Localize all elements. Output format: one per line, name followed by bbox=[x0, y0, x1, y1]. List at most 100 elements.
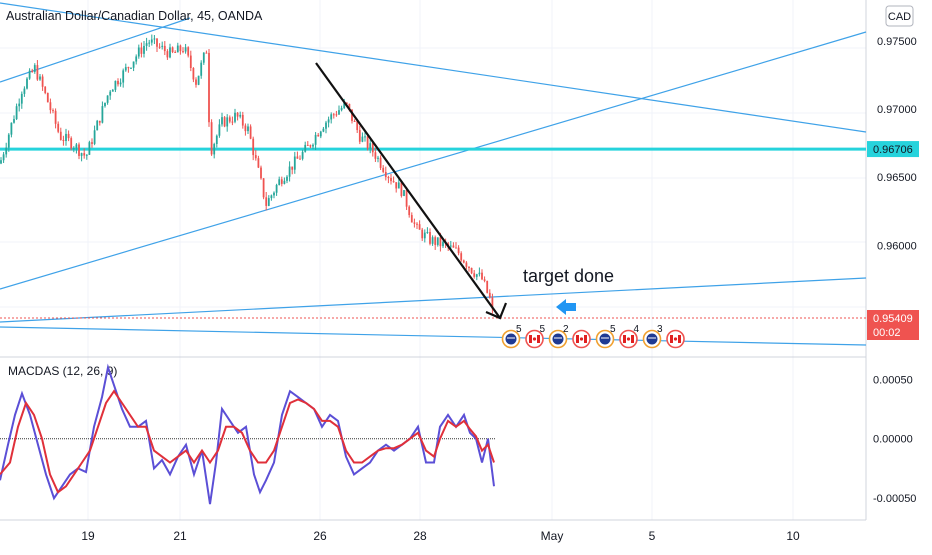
candle-body bbox=[62, 139, 65, 142]
candle-body bbox=[31, 70, 34, 72]
candle-body bbox=[413, 222, 416, 224]
event-count: 4 bbox=[634, 324, 640, 335]
trendline-lower-support[interactable] bbox=[0, 277, 867, 323]
candle-body bbox=[249, 126, 252, 139]
candle-body bbox=[28, 70, 31, 79]
candle-body bbox=[397, 182, 400, 189]
candle-body bbox=[429, 232, 431, 244]
candle-body bbox=[254, 155, 257, 159]
candles-series bbox=[0, 34, 494, 314]
price-tick-label: 0.96000 bbox=[877, 240, 917, 252]
bar-countdown: 00:02 bbox=[873, 327, 901, 339]
candle-body bbox=[46, 92, 49, 103]
candle-body bbox=[187, 47, 190, 56]
candle-body bbox=[96, 120, 99, 131]
event-ca-icon[interactable] bbox=[572, 329, 591, 349]
candle-body bbox=[275, 184, 278, 193]
arrow-head[interactable] bbox=[485, 302, 508, 320]
candle-body bbox=[44, 86, 47, 93]
macd-axis[interactable]: 0.00050 0.00000 -0.00050 bbox=[873, 374, 916, 505]
arrow-shaft[interactable] bbox=[315, 62, 501, 319]
candle-body bbox=[260, 167, 262, 179]
candle-body bbox=[478, 272, 481, 275]
candle-body bbox=[296, 156, 299, 159]
event-au-icon[interactable]: 3 bbox=[642, 324, 664, 349]
current-price-value: 0.95409 bbox=[873, 313, 913, 325]
event-au-icon[interactable]: 5 bbox=[595, 324, 617, 349]
candle-body bbox=[379, 157, 382, 168]
candle-body bbox=[301, 151, 304, 159]
candle-body bbox=[270, 195, 273, 199]
candle-body bbox=[247, 126, 249, 132]
candle-body bbox=[70, 138, 73, 149]
candle-body bbox=[468, 266, 470, 268]
candle-body bbox=[210, 122, 213, 155]
candle-body bbox=[23, 88, 26, 94]
left-arrow-icon[interactable] bbox=[556, 299, 576, 315]
candle-body bbox=[390, 177, 392, 182]
candle-body bbox=[273, 192, 275, 196]
candle-body bbox=[39, 76, 41, 80]
event-au-icon[interactable]: 2 bbox=[548, 324, 570, 349]
candle-body bbox=[169, 47, 171, 58]
candle-body bbox=[325, 122, 327, 129]
candle-body bbox=[400, 182, 403, 196]
candle-body bbox=[223, 117, 226, 127]
macd-legend-label[interactable]: MACDAS (12, 26, 9) bbox=[8, 364, 117, 378]
candle-body bbox=[205, 52, 208, 54]
candle-body bbox=[117, 80, 119, 85]
time-axis[interactable]: 19 21 26 28 May 5 10 bbox=[81, 529, 800, 543]
horizontal-level-label: 0.96706 bbox=[867, 141, 919, 158]
event-count: 5 bbox=[610, 324, 616, 335]
trendline-long-up[interactable] bbox=[0, 31, 867, 290]
trendline-bottom[interactable] bbox=[0, 326, 867, 346]
candle-body bbox=[312, 144, 314, 147]
candle-body bbox=[348, 103, 351, 110]
candle-body bbox=[241, 114, 244, 126]
trendline-drawings[interactable] bbox=[0, 2, 867, 346]
candle-body bbox=[327, 119, 330, 123]
candle-body bbox=[0, 160, 2, 164]
event-ca-icon[interactable]: 4 bbox=[619, 324, 640, 349]
candle-body bbox=[335, 114, 338, 116]
candle-body bbox=[75, 144, 78, 149]
candle-body bbox=[179, 45, 182, 52]
candle-body bbox=[231, 121, 234, 123]
candle-body bbox=[57, 123, 60, 132]
candle-body bbox=[163, 45, 166, 52]
candle-body bbox=[431, 237, 434, 244]
currency-button[interactable]: CAD bbox=[885, 5, 914, 27]
candle-body bbox=[288, 166, 291, 177]
candle-body bbox=[2, 154, 5, 161]
candle-body bbox=[5, 147, 8, 155]
candle-body bbox=[150, 39, 153, 43]
trendline-long-down[interactable] bbox=[0, 2, 867, 133]
candle-body bbox=[127, 67, 130, 69]
candle-body bbox=[319, 131, 322, 137]
candle-body bbox=[184, 47, 187, 52]
event-au-icon[interactable]: 5 bbox=[501, 324, 523, 349]
calendar-events[interactable]: 5 5 2 5 4 3 bbox=[501, 324, 685, 349]
price-tick-label: 0.97500 bbox=[877, 36, 917, 48]
event-ca-icon[interactable]: 5 bbox=[525, 324, 546, 349]
candle-body bbox=[366, 136, 369, 149]
candle-body bbox=[426, 232, 429, 234]
chart-title: Australian Dollar/Canadian Dollar, 45, O… bbox=[6, 9, 263, 23]
candle-body bbox=[130, 67, 132, 69]
price-grid bbox=[0, 0, 866, 520]
candle-body bbox=[36, 65, 39, 80]
candle-body bbox=[462, 260, 465, 263]
annotation-text[interactable]: target done bbox=[523, 266, 614, 286]
event-ca-icon[interactable] bbox=[666, 329, 685, 349]
candle-body bbox=[449, 245, 452, 247]
candle-body bbox=[384, 171, 387, 178]
candle-body bbox=[434, 237, 437, 245]
candle-body bbox=[481, 272, 483, 280]
candle-body bbox=[189, 55, 192, 69]
candle-body bbox=[171, 47, 174, 52]
arrow-drawing[interactable] bbox=[315, 62, 508, 320]
candle-body bbox=[137, 47, 140, 57]
